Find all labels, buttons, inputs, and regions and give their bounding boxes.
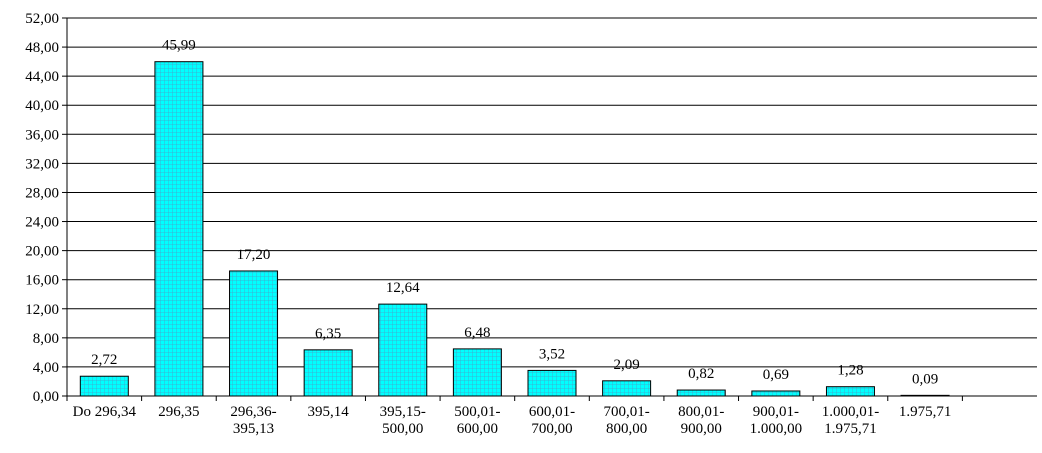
category-label: 500,01-600,00 (454, 404, 500, 437)
category-label-line: 800,00 (606, 421, 647, 437)
category-label: 900,01-1.000,00 (750, 404, 803, 437)
data-label: 3,52 (539, 346, 565, 362)
data-label: 45,99 (162, 38, 196, 54)
y-tick-label: 4,00 (33, 360, 59, 376)
category-label-line: 395,14 (308, 404, 350, 420)
data-labels: 2,72 45,99 17,20 6,35 12,64 6,48 3,52 2,09 0,82 0… (91, 38, 938, 388)
y-tick-label: 40,00 (25, 98, 59, 114)
data-label: 0,69 (763, 367, 789, 383)
data-label: 12,64 (386, 280, 420, 296)
y-axis: 0,00 4,00 8,00 12,00 16,00 20,00 24,00 28,00 32,… (25, 11, 68, 405)
data-label: 0,82 (688, 366, 714, 382)
y-tick-label: 8,00 (33, 331, 59, 347)
y-tick-label: 52,00 (25, 11, 59, 27)
category-label-line: 395,15- (380, 404, 426, 420)
bar (527, 369, 577, 397)
bar (378, 303, 428, 397)
category-label: 700,01-800,00 (603, 404, 649, 437)
category-label-line: 500,01- (454, 404, 500, 420)
x-axis: Do 296,34 296,35 296,36-395,13 395,14 395,15… (66, 395, 1037, 437)
category-label-line: 600,01- (529, 404, 575, 420)
y-tick-label: 48,00 (25, 40, 59, 56)
category-label-line: 395,13 (233, 421, 274, 437)
category-label: 600,01-700,00 (529, 404, 575, 437)
bar (602, 380, 652, 397)
y-tick-label: 32,00 (25, 156, 59, 172)
category-label-line: 800,01- (678, 404, 724, 420)
y-tick-label: 20,00 (25, 244, 59, 260)
category-label-line: 500,00 (382, 421, 423, 437)
category-label-line: 900,01- (753, 404, 799, 420)
bar (751, 390, 801, 397)
y-tick-label: 36,00 (25, 127, 59, 143)
category-label: 1.975,71 (899, 404, 952, 420)
category-label-line: 600,00 (457, 421, 498, 437)
bar (154, 61, 204, 397)
grid-lines (67, 17, 1037, 368)
category-label-line: 296,36- (230, 404, 276, 420)
bar (676, 389, 726, 397)
category-label-line: 1.975,71 (824, 421, 877, 437)
category-label: Do 296,34 (73, 404, 137, 420)
category-label: 800,01-900,00 (678, 404, 724, 437)
category-label: 296,36-395,13 (230, 404, 276, 437)
bar (79, 375, 129, 397)
data-label: 2,09 (613, 357, 639, 373)
y-tick-label: 28,00 (25, 185, 59, 201)
category-label: 296,35 (158, 404, 199, 420)
y-tick-label: 44,00 (25, 69, 59, 85)
category-label-line: 1.000,00 (750, 421, 803, 437)
category-label-line: 700,01- (603, 404, 649, 420)
bar (452, 348, 502, 397)
category-label-line: 296,35 (158, 404, 199, 420)
category-label: 1.000,01-1.975,71 (822, 404, 880, 437)
category-label: 395,14 (308, 404, 350, 420)
bars (79, 61, 950, 397)
category-label-line: 1.975,71 (899, 404, 952, 420)
bar (229, 270, 279, 397)
y-tick-label: 0,00 (33, 389, 59, 405)
category-label-line: 700,00 (531, 421, 572, 437)
y-tick-label: 24,00 (25, 215, 59, 231)
data-label: 1,28 (837, 363, 863, 379)
data-label: 2,72 (91, 352, 117, 368)
category-label-line: 1.000,01- (822, 404, 880, 420)
category-label: 395,15-500,00 (380, 404, 426, 437)
y-tick-label: 12,00 (25, 302, 59, 318)
data-label: 6,35 (315, 326, 341, 342)
y-tick-label: 16,00 (25, 273, 59, 289)
data-label: 17,20 (237, 247, 271, 263)
category-label-line: Do 296,34 (73, 404, 137, 420)
bar (825, 386, 875, 397)
data-label: 6,48 (464, 325, 490, 341)
data-label: 0,09 (912, 371, 938, 387)
bar (303, 349, 353, 397)
category-label-line: 900,00 (681, 421, 722, 437)
